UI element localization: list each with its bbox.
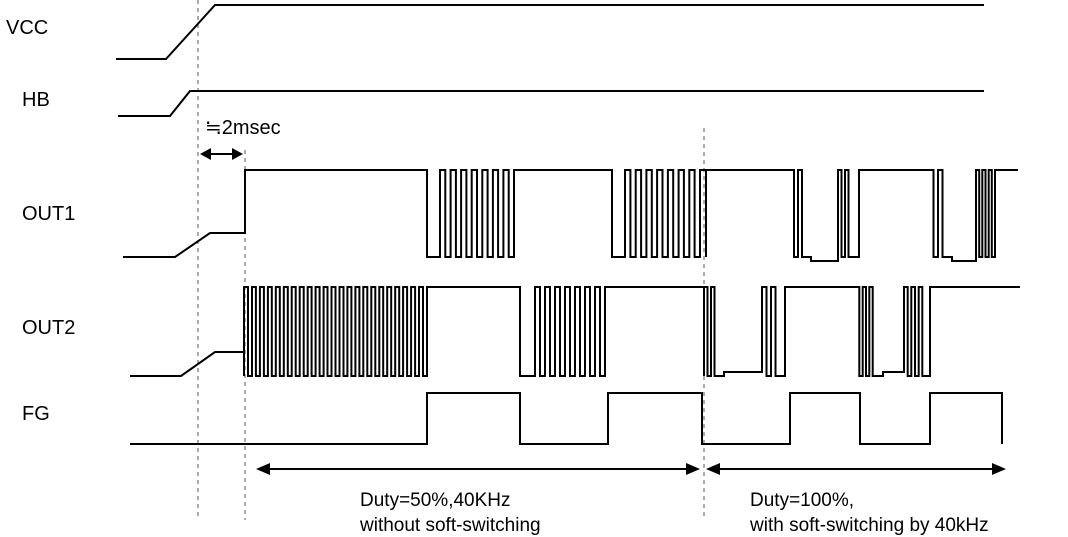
label-out2: OUT2 bbox=[22, 317, 75, 339]
delay-label: ≒2msec bbox=[205, 117, 281, 139]
label-out1: OUT1 bbox=[22, 203, 75, 225]
delay-double-arrow bbox=[200, 148, 243, 160]
waveform-fg bbox=[130, 392, 1003, 445]
waveform-out1 bbox=[123, 169, 1018, 262]
waveform-vcc bbox=[116, 4, 984, 60]
phase2-span-arrow bbox=[706, 463, 1006, 475]
waveform-out2 bbox=[130, 286, 1020, 377]
phase1-span-arrow bbox=[256, 463, 700, 475]
phase2-caption-line2: with soft-switching by 40kHz bbox=[749, 515, 989, 536]
phase1-caption-line1: Duty=50%,40KHz bbox=[360, 490, 511, 511]
phase2-caption-line1: Duty=100%, bbox=[750, 490, 854, 511]
label-vcc: VCC bbox=[6, 17, 48, 39]
waveform-hb bbox=[118, 90, 984, 117]
phase1-caption-line2: without soft-switching bbox=[359, 515, 541, 536]
label-fg: FG bbox=[22, 403, 50, 425]
label-hb: HB bbox=[22, 89, 50, 111]
